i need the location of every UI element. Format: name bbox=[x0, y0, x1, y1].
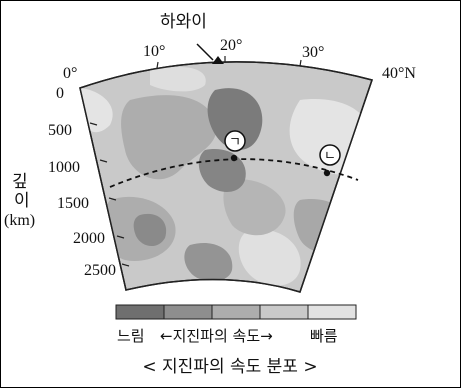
depth-ticks bbox=[89, 122, 130, 267]
depth-label-0: 0 bbox=[56, 85, 64, 102]
hawaii-marker-icon bbox=[212, 56, 224, 64]
figure-caption: < 지진파의 속도 분포 > bbox=[142, 357, 317, 377]
point-b-circle bbox=[319, 144, 341, 166]
depth-label-2000: 2000 bbox=[73, 230, 105, 247]
hawaii-label: 하와이 bbox=[160, 12, 207, 32]
point-a-marker-icon bbox=[230, 154, 238, 162]
legend-swatch-1 bbox=[115, 304, 165, 320]
lon-label-0: 0° bbox=[63, 65, 77, 82]
depth-label-500: 500 bbox=[48, 122, 72, 139]
axis-title-bottom: 이 bbox=[14, 191, 30, 211]
legend-swatch-4 bbox=[259, 304, 309, 320]
lon-label-20: 20° bbox=[220, 37, 242, 54]
legend-swatch-3 bbox=[211, 304, 261, 320]
point-b-marker-icon bbox=[323, 169, 331, 177]
lon-label-30: 30° bbox=[302, 44, 324, 61]
lon-label-40: 40°N bbox=[382, 65, 416, 82]
depth-label-2500: 2500 bbox=[84, 262, 116, 279]
legend-middle: ←지진파의 속도→ bbox=[160, 327, 273, 345]
axis-title-top: 깊 bbox=[12, 172, 28, 192]
legend-swatch-2 bbox=[163, 304, 213, 320]
depth-label-1000: 1000 bbox=[48, 159, 80, 176]
depth-label-1500: 1500 bbox=[57, 195, 89, 212]
point-a-circle bbox=[224, 130, 246, 152]
axis-unit: (km) bbox=[4, 212, 35, 229]
legend-slow: 느림 bbox=[117, 327, 145, 345]
legend-fast: 빠름 bbox=[310, 327, 338, 345]
lon-label-10: 10° bbox=[143, 43, 165, 60]
point-b-label: ㄴ bbox=[324, 149, 336, 164]
legend-swatch-5 bbox=[307, 304, 357, 320]
longitude-ticks bbox=[156, 56, 302, 69]
legend-bar bbox=[115, 304, 357, 320]
point-a-label: ㄱ bbox=[229, 135, 241, 150]
